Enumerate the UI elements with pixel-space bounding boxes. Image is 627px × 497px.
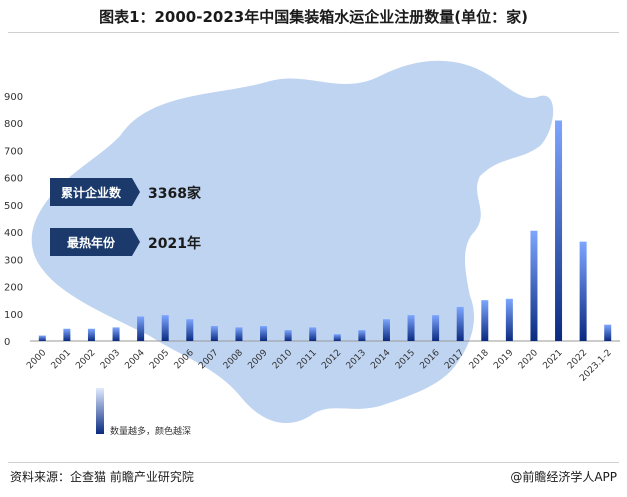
bar-2005 [161, 315, 169, 341]
y-tick-label: 400 [4, 228, 23, 239]
y-tick-label: 900 [4, 92, 23, 103]
bar-2001 [63, 328, 71, 341]
y-tick-label: 200 [4, 283, 23, 294]
peak-year-label: 最热年份 [50, 228, 140, 256]
bar-2016 [432, 315, 440, 341]
bar-2014 [382, 319, 390, 341]
x-tick-label: 2019 [492, 348, 515, 371]
x-tick-label: 2020 [517, 348, 540, 371]
x-tick-label: 2004 [123, 348, 146, 371]
y-tick-label: 0 [4, 337, 10, 348]
bar-2006 [186, 319, 194, 341]
bar-2011 [309, 327, 317, 341]
y-tick-label: 600 [4, 174, 23, 185]
bar-2018 [481, 300, 489, 341]
color-scale-legend [96, 388, 104, 434]
bar-2008 [235, 327, 243, 341]
bar-2003 [112, 327, 120, 341]
y-tick-label: 700 [4, 146, 23, 157]
x-tick-label: 2002 [74, 348, 97, 371]
x-tick-label: 2003 [99, 348, 122, 371]
peak-year-value: 2021年 [148, 236, 201, 252]
x-tick-label: 2001 [50, 348, 73, 371]
y-tick-label: 800 [4, 119, 23, 130]
total-companies-label: 累计企业数 [50, 178, 140, 206]
bar-2017 [456, 306, 464, 341]
bar-2002 [87, 328, 95, 341]
bar-2019 [505, 298, 513, 341]
bar-2020 [530, 230, 538, 341]
bar-2013 [358, 330, 366, 341]
bar-2023.1-2 [604, 324, 612, 341]
title-divider [8, 32, 619, 33]
bar-2009 [260, 326, 268, 341]
total-companies-value: 3368家 [148, 186, 201, 202]
x-tick-label: 2005 [148, 348, 171, 371]
y-tick-label: 100 [4, 310, 23, 321]
bar-2010 [284, 330, 292, 341]
x-tick-label: 2018 [468, 348, 491, 371]
x-tick-label: 2021 [541, 348, 564, 371]
color-scale-note: 数量越多，颜色越深 [110, 427, 192, 437]
y-tick-label: 300 [4, 255, 23, 266]
brand-credit: @前瞻经济学人APP [510, 470, 617, 484]
bar-2007 [210, 326, 218, 341]
y-tick-label: 500 [4, 201, 23, 212]
bar-2021 [555, 120, 563, 341]
bar-2012 [333, 334, 341, 341]
bar-2004 [137, 316, 145, 341]
bar-2015 [407, 315, 415, 341]
data-source: 资料来源：企查猫 前瞻产业研究院 [10, 470, 194, 484]
x-tick-label: 2000 [25, 348, 48, 371]
footer-divider [8, 462, 619, 463]
bar-2000 [38, 335, 46, 341]
bar-2022 [579, 241, 587, 341]
chart-title: 图表1：2000-2023年中国集装箱水运企业注册数量(单位：家) [99, 8, 528, 26]
